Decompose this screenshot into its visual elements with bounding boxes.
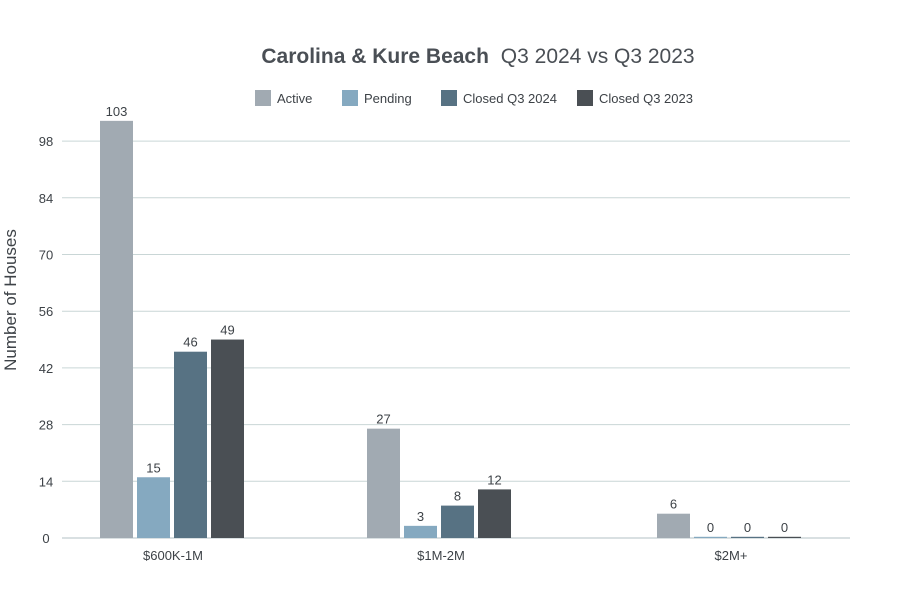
legend-label: Active xyxy=(277,91,312,106)
legend-label: Pending xyxy=(364,91,412,106)
bar-value-label: 12 xyxy=(487,472,501,487)
y-tick-label: 70 xyxy=(39,248,53,263)
bar xyxy=(174,351,207,538)
bar-value-label: 46 xyxy=(183,335,197,350)
legend-swatch xyxy=(441,90,457,106)
x-category-label: $1M-2M xyxy=(417,548,465,563)
bar-value-label: 49 xyxy=(220,323,234,338)
bar xyxy=(404,525,437,538)
bar xyxy=(137,477,170,538)
data-labels: 103 15 46 49 27 3 8 12 6 0 0 0 xyxy=(106,104,788,535)
y-tick-label: 28 xyxy=(39,418,53,433)
bar xyxy=(100,120,133,538)
legend-swatch xyxy=(255,90,271,106)
bar-value-label: 0 xyxy=(707,520,714,535)
chart-title: Carolina & Kure Beach Q3 2024 vs Q3 2023 xyxy=(261,45,694,68)
bar-value-label: 0 xyxy=(781,520,788,535)
bars xyxy=(100,120,801,538)
bar-value-label: 0 xyxy=(744,520,751,535)
bar xyxy=(694,536,727,538)
chart-title-main: Carolina & Kure Beach xyxy=(261,45,489,68)
y-tick-label: 0 xyxy=(42,531,49,546)
legend: Active Pending Closed Q3 2024 Closed Q3 202… xyxy=(255,90,693,106)
bar xyxy=(731,536,764,538)
y-tick-label: 14 xyxy=(39,474,53,489)
legend-label: Closed Q3 2024 xyxy=(463,91,557,106)
y-axis-ticks: 0 14 28 42 56 70 84 98 xyxy=(39,134,53,546)
bar xyxy=(768,536,801,538)
bar-value-label: 27 xyxy=(376,412,390,427)
y-tick-label: 98 xyxy=(39,134,53,149)
bar xyxy=(657,513,690,538)
bar xyxy=(367,428,400,538)
x-category-label: $600K-1M xyxy=(143,548,203,563)
bar-value-label: 103 xyxy=(106,104,128,119)
bar-value-label: 3 xyxy=(417,509,424,524)
legend-label: Closed Q3 2023 xyxy=(599,91,693,106)
y-tick-label: 84 xyxy=(39,191,53,206)
bar-value-label: 6 xyxy=(670,497,677,512)
chart-title-subtitle: Q3 2024 vs Q3 2023 xyxy=(501,45,695,68)
bar-value-label: 8 xyxy=(454,489,461,504)
bar xyxy=(441,505,474,538)
legend-swatch xyxy=(577,90,593,106)
y-tick-label: 42 xyxy=(39,361,53,376)
y-tick-label: 56 xyxy=(39,304,53,319)
y-axis-label: Number of Houses xyxy=(1,229,20,371)
x-axis-categories: $600K-1M $1M-2M $2M+ xyxy=(143,548,747,563)
x-category-label: $2M+ xyxy=(715,548,748,563)
bar xyxy=(211,339,244,538)
legend-swatch xyxy=(342,90,358,106)
bar-value-label: 15 xyxy=(146,460,160,475)
bar xyxy=(478,489,511,538)
